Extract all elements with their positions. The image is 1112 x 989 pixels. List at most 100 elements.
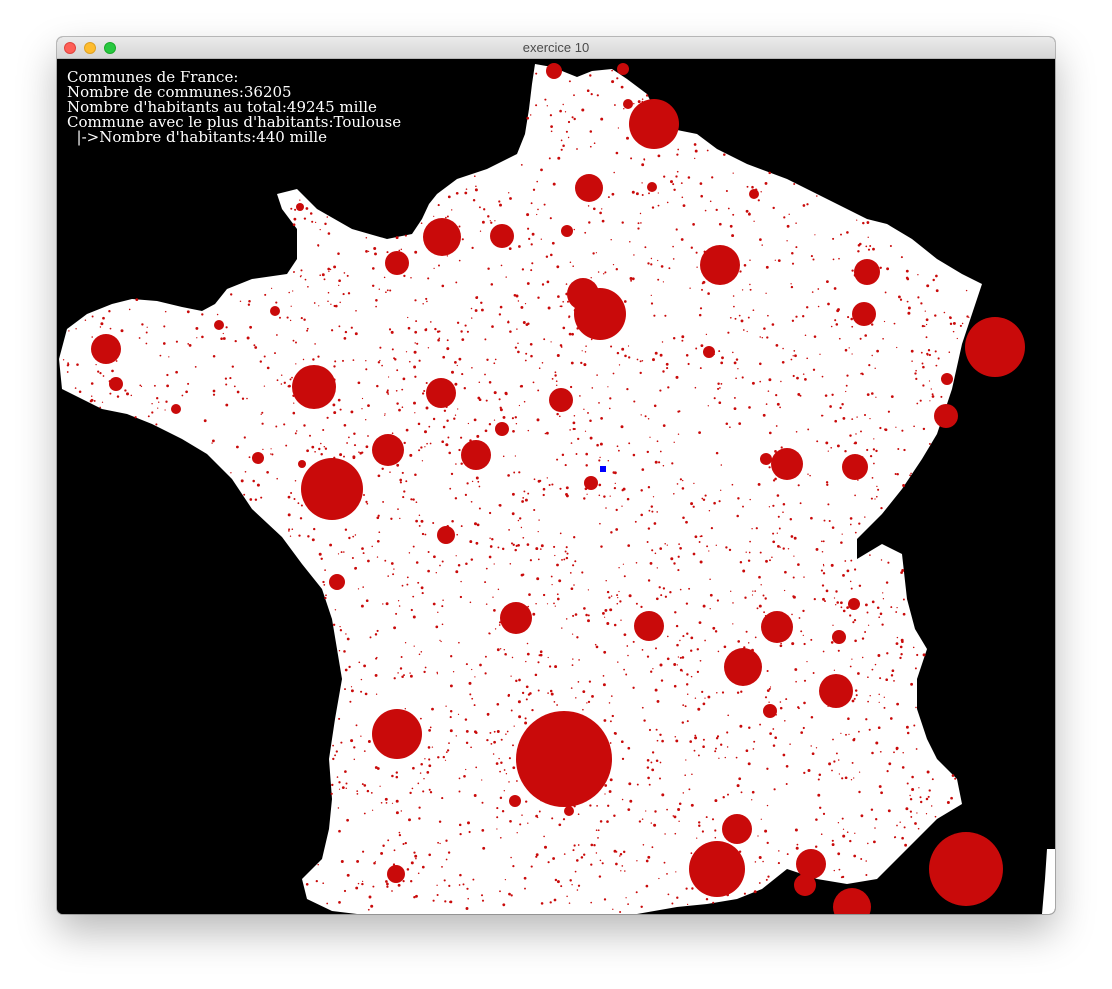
commune-dot (535, 602, 537, 605)
commune-dot (825, 589, 829, 593)
commune-dot (739, 561, 743, 564)
commune-dot (755, 527, 758, 530)
commune-dot (802, 204, 806, 207)
commune-dot (831, 393, 834, 396)
commune-dot (917, 827, 920, 830)
commune-dot (406, 583, 409, 586)
commune-dot (386, 885, 389, 888)
commune-dot (587, 700, 591, 704)
commune-dot (765, 559, 768, 563)
commune-dot (679, 546, 682, 550)
commune-dot (817, 778, 820, 781)
commune-dot (356, 859, 360, 863)
commune-dot (854, 639, 857, 643)
commune-dot (387, 575, 389, 577)
commune-dot (721, 356, 724, 360)
commune-dot (849, 614, 852, 617)
commune-dot (367, 740, 371, 743)
commune-dot (338, 788, 341, 790)
city-circle (934, 404, 958, 428)
commune-dot (679, 588, 682, 591)
commune-dot (786, 240, 788, 242)
commune-dot (743, 892, 746, 895)
commune-dot (745, 551, 747, 553)
commune-dot (437, 338, 440, 342)
commune-dot (899, 821, 901, 823)
close-button[interactable] (64, 42, 76, 54)
commune-dot (688, 788, 691, 791)
commune-dot (231, 365, 234, 368)
commune-dot (427, 551, 430, 553)
commune-dot (772, 206, 775, 210)
commune-dot (470, 500, 473, 503)
commune-dot (507, 192, 510, 194)
commune-dot (928, 353, 932, 357)
commune-dot (481, 220, 485, 224)
commune-dot (300, 274, 302, 277)
commune-dot (518, 715, 522, 719)
city-circle (490, 224, 514, 248)
commune-dot (795, 246, 798, 249)
commune-dot (675, 871, 677, 873)
commune-dot (640, 489, 643, 492)
commune-dot (656, 511, 659, 513)
commune-dot (686, 693, 689, 696)
commune-dot (786, 224, 790, 228)
commune-dot (323, 446, 326, 448)
commune-dot (515, 679, 518, 683)
commune-dot (462, 883, 465, 886)
commune-dot (441, 560, 444, 563)
commune-dot (946, 801, 950, 804)
commune-dot (833, 669, 836, 671)
commune-dot (700, 535, 703, 538)
minimize-button[interactable] (84, 42, 96, 54)
commune-dot (643, 158, 646, 161)
commune-dot (704, 639, 706, 642)
commune-dot (361, 783, 364, 786)
title-bar[interactable]: exercice 10 (57, 37, 1055, 59)
commune-dot (418, 806, 421, 809)
commune-dot (402, 496, 405, 499)
commune-dot (332, 744, 334, 747)
commune-dot (855, 433, 857, 435)
commune-dot (445, 839, 448, 842)
commune-dot (629, 241, 631, 243)
commune-dot (66, 364, 70, 367)
commune-dot (506, 730, 509, 733)
commune-dot (681, 335, 685, 339)
commune-dot (435, 572, 437, 574)
commune-dot (845, 733, 847, 736)
commune-dot (456, 321, 460, 324)
commune-dot (346, 637, 350, 641)
commune-dot (528, 237, 531, 241)
commune-dot (384, 413, 386, 415)
commune-dot (677, 148, 680, 151)
commune-dot (446, 339, 449, 342)
commune-dot (374, 766, 378, 769)
commune-dot (766, 336, 769, 339)
commune-dot (613, 623, 617, 627)
commune-dot (785, 764, 789, 768)
commune-dot (551, 377, 554, 380)
commune-dot (618, 364, 621, 366)
commune-dot (491, 537, 494, 541)
commune-dot (934, 314, 937, 317)
commune-dot (767, 314, 769, 317)
commune-dot (384, 559, 387, 562)
commune-dot (390, 330, 394, 334)
commune-dot (471, 697, 474, 700)
commune-dot (370, 904, 374, 908)
commune-dot (633, 254, 635, 256)
commune-dot (702, 702, 706, 706)
commune-dot (442, 599, 444, 602)
city-circle (423, 218, 461, 256)
commune-dot (328, 270, 330, 273)
commune-dot (696, 837, 698, 839)
commune-dot (498, 398, 501, 401)
commune-dot (389, 289, 392, 292)
commune-dot (738, 314, 741, 317)
commune-dot (510, 894, 513, 897)
commune-dot (661, 341, 664, 343)
maximize-button[interactable] (104, 42, 116, 54)
map-canvas[interactable]: Communes de France: Nombre de communes:3… (57, 59, 1055, 914)
